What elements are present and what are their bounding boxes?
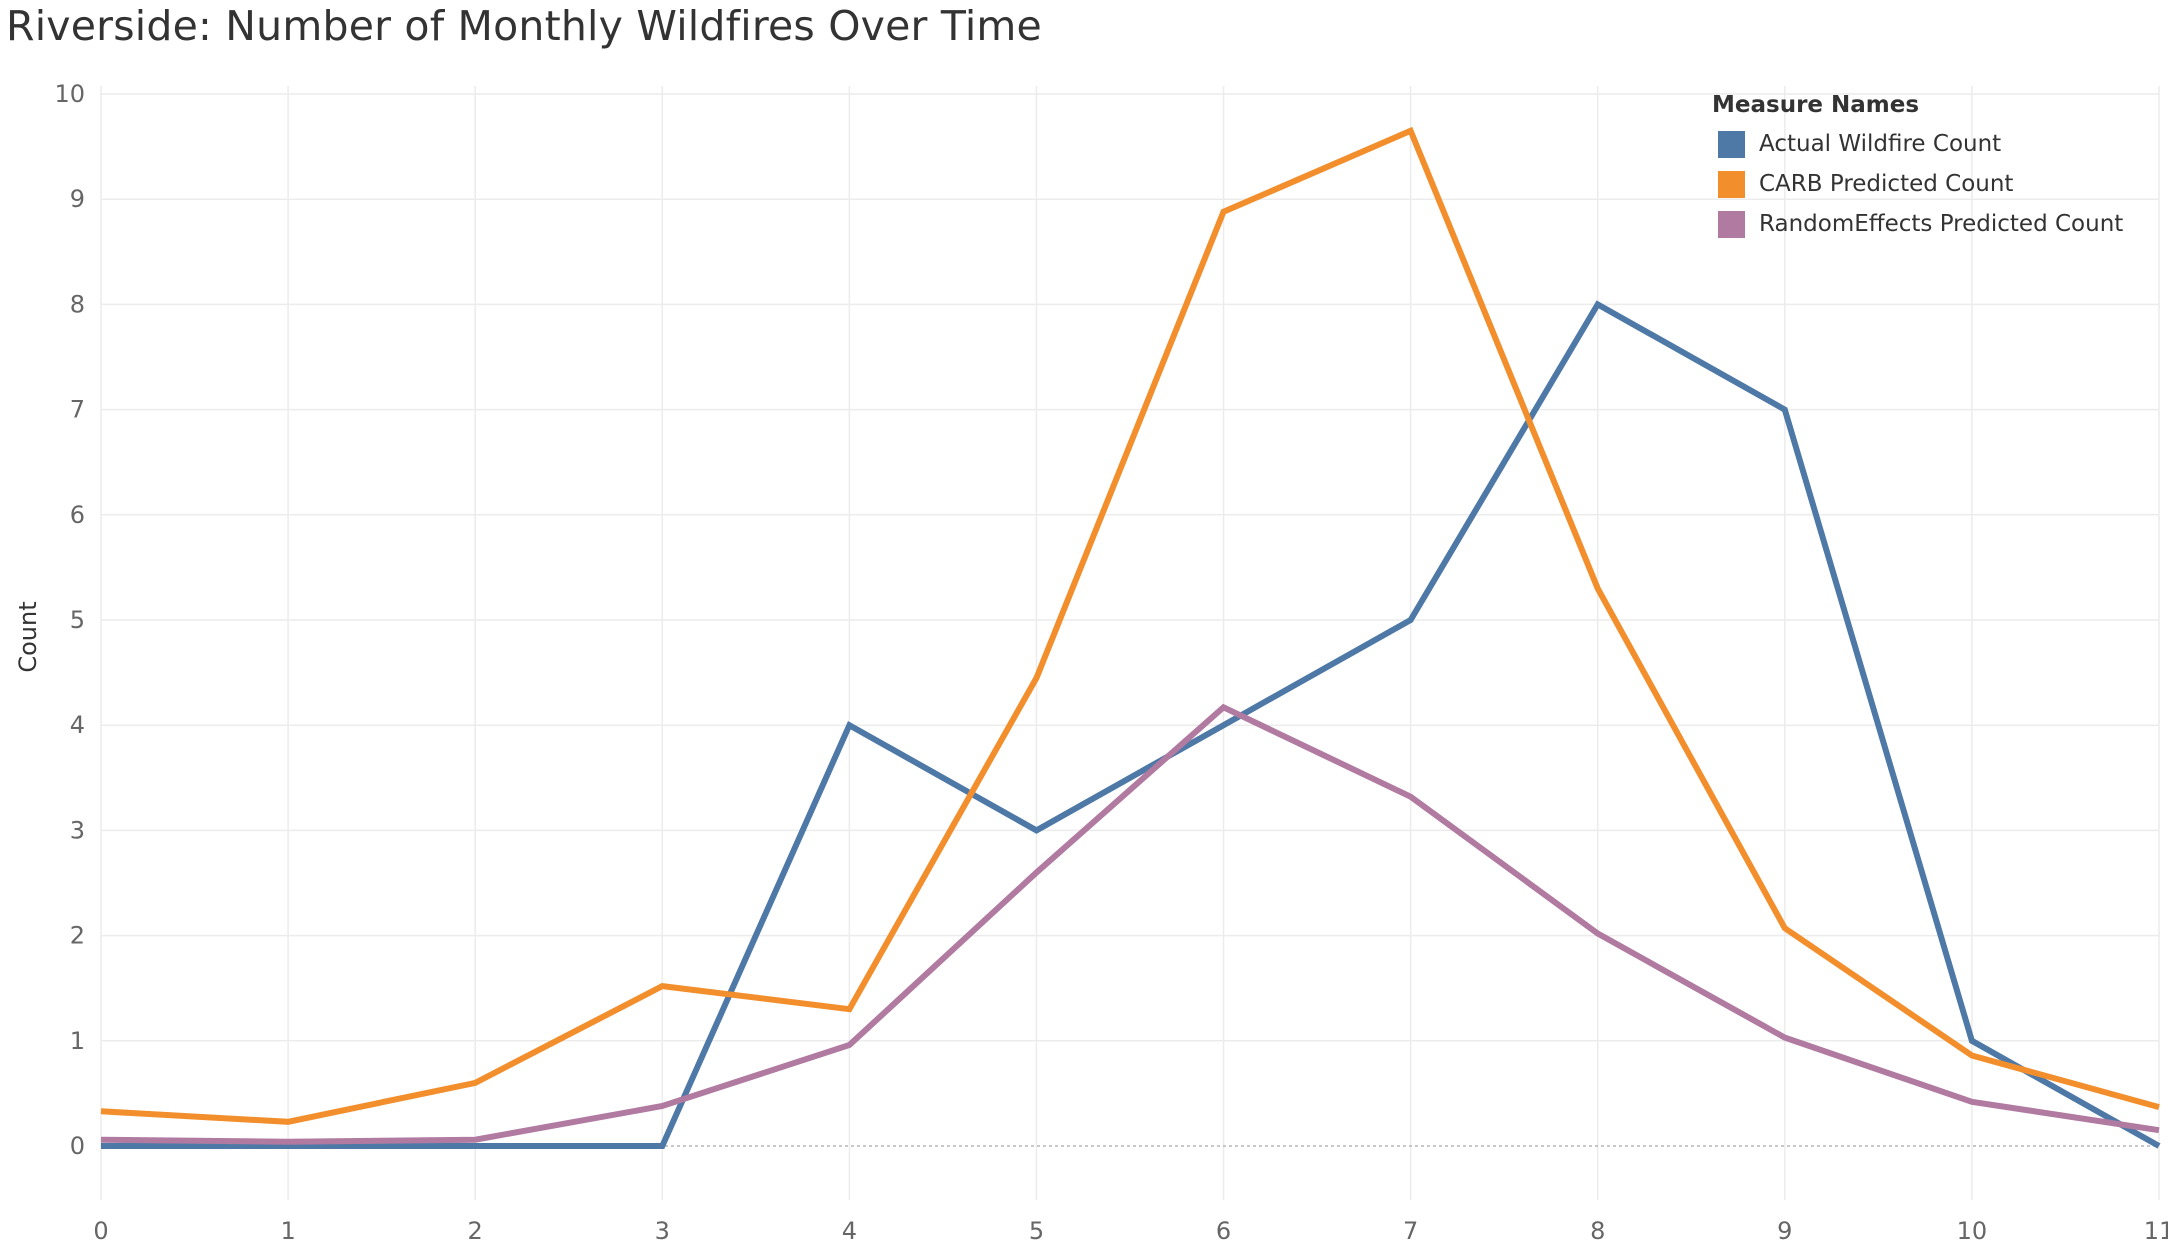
x-tick-label: 5 xyxy=(1029,1217,1044,1245)
series-line-carb-predicted-count xyxy=(100,126,2160,1125)
y-tick-label: 6 xyxy=(70,501,85,529)
y-tick-label: 10 xyxy=(54,80,85,108)
y-tick-label: 1 xyxy=(70,1027,85,1055)
y-tick-label: 0 xyxy=(70,1132,85,1160)
legend-label: RandomEffects Predicted Count xyxy=(1759,211,2124,237)
legend-title: Measure Names xyxy=(1712,92,1920,118)
x-tick-label: 10 xyxy=(1957,1217,1988,1245)
series-lines xyxy=(100,126,2161,1149)
y-tick-label: 8 xyxy=(70,290,85,318)
legend-swatch xyxy=(1718,130,1745,158)
x-tick-label: 1 xyxy=(280,1217,295,1245)
x-tick-label: 6 xyxy=(1216,1217,1231,1245)
y-axis-title: Count xyxy=(14,601,42,672)
legend-label: Actual Wildfire Count xyxy=(1759,131,2002,157)
legend-item-randomeffects-predicted-count[interactable]: RandomEffects Predicted Count xyxy=(1712,204,2123,244)
legend-item-actual-wildfire-count[interactable]: Actual Wildfire Count xyxy=(1712,124,2123,164)
x-tick-label: 2 xyxy=(468,1217,483,1245)
y-tick-label: 4 xyxy=(70,711,85,739)
y-tick-label: 7 xyxy=(70,396,85,424)
legend[interactable]: Measure Names Actual Wildfire Count CARB… xyxy=(1712,92,2123,244)
y-tick-label: 5 xyxy=(70,606,85,634)
legend-label: CARB Predicted Count xyxy=(1759,171,2014,197)
x-tick-label: 11 xyxy=(2144,1217,2168,1245)
x-tick-label: 8 xyxy=(1590,1217,1605,1245)
legend-swatch xyxy=(1718,170,1745,198)
x-tick-label: 4 xyxy=(842,1217,857,1245)
x-tick-label: 0 xyxy=(93,1217,108,1245)
grid-lines xyxy=(100,86,2160,1200)
x-tick-label: 9 xyxy=(1777,1217,1792,1245)
x-tick-label: 3 xyxy=(655,1217,670,1245)
chart-title: Riverside: Number of Monthly Wildfires O… xyxy=(6,2,1042,50)
y-tick-label: 9 xyxy=(70,185,85,213)
x-tick-label: 7 xyxy=(1403,1217,1418,1245)
legend-item-carb-predicted-count[interactable]: CARB Predicted Count xyxy=(1712,164,2123,204)
legend-swatch xyxy=(1718,210,1745,238)
series-line-actual-wildfire-count xyxy=(101,300,2161,1149)
x-tick-labels: 0 1 2 3 4 5 6 7 8 9 10 11 xyxy=(93,1217,2168,1245)
y-tick-label: 3 xyxy=(70,816,85,844)
series-line-randomeffects-predicted-count xyxy=(100,703,2160,1145)
y-tick-label: 2 xyxy=(70,922,85,950)
y-tick-labels: 0 1 2 3 4 5 6 7 8 9 10 xyxy=(54,80,85,1160)
